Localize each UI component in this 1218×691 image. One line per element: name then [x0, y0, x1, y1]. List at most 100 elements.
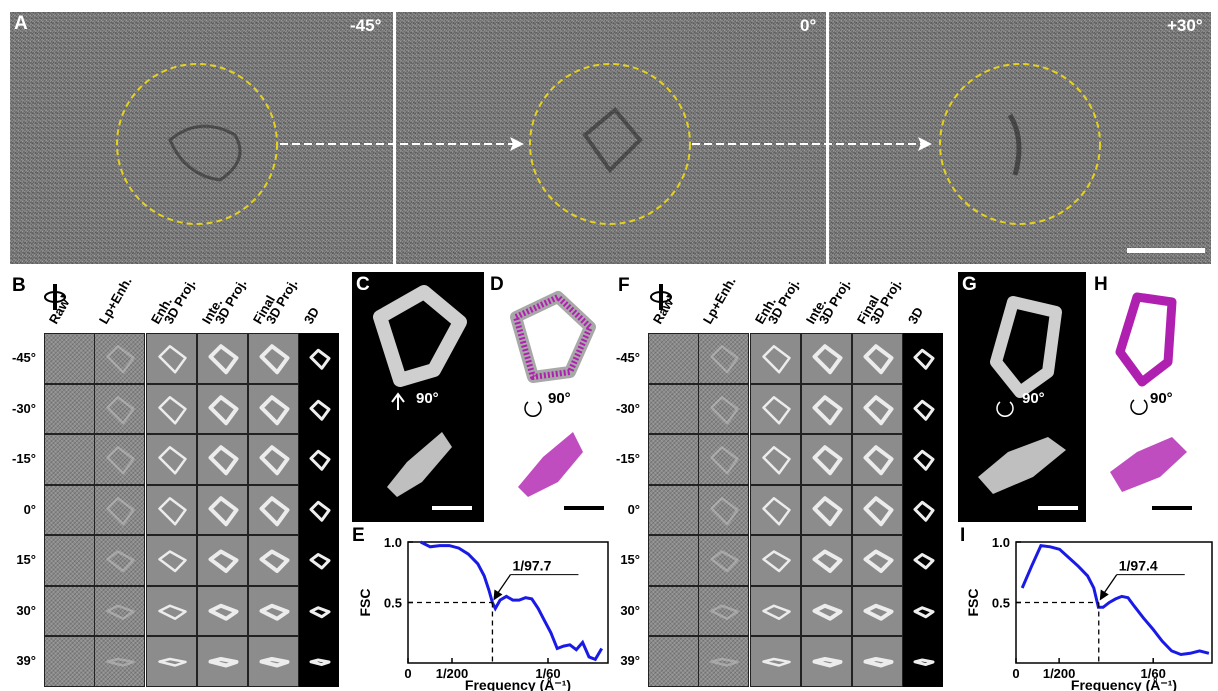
projection-cell — [248, 535, 299, 586]
y-tick-label: 1.0 — [384, 535, 402, 550]
projection-cell — [801, 333, 852, 384]
projection-cell — [648, 636, 699, 687]
arrow-head-1 — [510, 137, 524, 151]
x-axis-label: Frequency (Å⁻¹) — [465, 677, 571, 691]
projection-cell — [146, 383, 197, 434]
projection-cell — [94, 636, 145, 687]
projection-cell — [299, 535, 339, 586]
projection-cell — [94, 535, 145, 586]
projection-cell — [801, 383, 852, 434]
rotate-90-icon — [524, 401, 542, 417]
complex-surface-side — [978, 437, 1066, 494]
panel-a-overlay — [116, 63, 1205, 253]
rotation-label-c: 90° — [416, 390, 439, 407]
frame-angle-3: +30° — [1167, 16, 1203, 35]
projection-cell — [698, 383, 749, 434]
projection-cell — [903, 585, 943, 636]
y-tick-label: 1.0 — [992, 535, 1010, 550]
rotate-90-icon — [391, 392, 405, 410]
projection-cell — [197, 333, 248, 384]
projection-cell — [197, 383, 248, 434]
projection-cell — [852, 383, 903, 434]
projection-cell — [852, 585, 903, 636]
projection-cell — [197, 535, 248, 586]
projection-cell — [94, 434, 145, 485]
projection-cell — [698, 434, 749, 485]
projection-cell — [44, 585, 95, 636]
projection-cell — [648, 333, 699, 384]
frame-angle-1: -45° — [350, 16, 382, 35]
projection-cell — [698, 636, 749, 687]
column-header: Lp+Enh. — [95, 274, 135, 327]
row-angle-label: 30° — [620, 602, 640, 618]
projection-cell — [299, 484, 339, 535]
projection-cell — [248, 484, 299, 535]
projection-cell — [698, 535, 749, 586]
projection-cell — [698, 484, 749, 535]
projection-cell — [648, 383, 699, 434]
y-axis-label: FSC — [357, 589, 373, 617]
projection-cell — [197, 636, 248, 687]
projection-cell — [299, 636, 339, 687]
rotate-90-icon — [1130, 399, 1148, 415]
micrograph-frame-3 — [829, 12, 1211, 264]
complex-surface-top — [990, 296, 1062, 398]
projection-cell — [648, 434, 699, 485]
projection-cell — [248, 585, 299, 636]
rotate-90-icon — [996, 401, 1014, 417]
row-angle-label: -15° — [12, 451, 36, 467]
y-axis-label: FSC — [965, 589, 981, 617]
y-tick-label: 0.5 — [992, 596, 1010, 611]
row-angle-label: 15° — [620, 552, 640, 568]
panel-g-render: G 90° — [958, 272, 1086, 522]
projection-cell — [197, 484, 248, 535]
projection-cell — [197, 585, 248, 636]
projection-cell — [44, 333, 95, 384]
x-tick-label: 0 — [1012, 666, 1019, 681]
micrograph-frame-1 — [10, 12, 393, 264]
rotation-label-d: 90° — [548, 390, 571, 407]
row-angle-label: -45° — [616, 350, 640, 366]
scale-bar-c — [432, 506, 472, 510]
panel-letter-a: A — [14, 13, 28, 34]
row-angle-label: 0° — [627, 501, 640, 517]
x-tick-label: 1/200 — [1043, 666, 1076, 681]
projection-cell — [146, 636, 197, 687]
panel-c-render: C 90° — [352, 272, 484, 522]
panel-h-render: H 90° — [1092, 272, 1210, 522]
projection-cell — [852, 636, 903, 687]
projection-cell — [801, 636, 852, 687]
projection-cell — [146, 434, 197, 485]
frame-angle-2: 0° — [800, 16, 817, 35]
x-tick-label: 1/60 — [1141, 666, 1166, 681]
arrow-head-2 — [918, 137, 932, 151]
row-angle-label: 39° — [620, 653, 640, 669]
panel-letter-b: B — [12, 275, 26, 296]
projection-cell — [903, 535, 943, 586]
row-angle-label: -30° — [12, 400, 36, 416]
row-angle-label: -15° — [616, 451, 640, 467]
projection-cell — [44, 535, 95, 586]
projection-cell — [852, 484, 903, 535]
projection-cell — [648, 484, 699, 535]
projection-cell — [248, 636, 299, 687]
panel-d-render: D 90° — [488, 272, 606, 522]
projection-cell — [750, 333, 801, 384]
annotation-label: 1/97.4 — [1119, 558, 1158, 574]
rotation-label-g: 90° — [1022, 390, 1045, 407]
annotation-label: 1/97.7 — [512, 558, 551, 574]
panel-letter-h: H — [1094, 274, 1108, 295]
dashed-circle-2 — [529, 63, 691, 225]
projection-cell — [903, 383, 943, 434]
column-header: 3D — [300, 304, 323, 327]
projection-cell — [750, 434, 801, 485]
annotation-arrowhead — [493, 589, 503, 601]
projection-cell — [44, 636, 95, 687]
projection-cell — [903, 484, 943, 535]
projection-cell — [750, 535, 801, 586]
projection-cell — [146, 535, 197, 586]
projection-cell — [44, 434, 95, 485]
projection-cell — [146, 484, 197, 535]
panel-letter-d: D — [490, 274, 504, 295]
column-header: Lp+Enh. — [699, 274, 739, 327]
